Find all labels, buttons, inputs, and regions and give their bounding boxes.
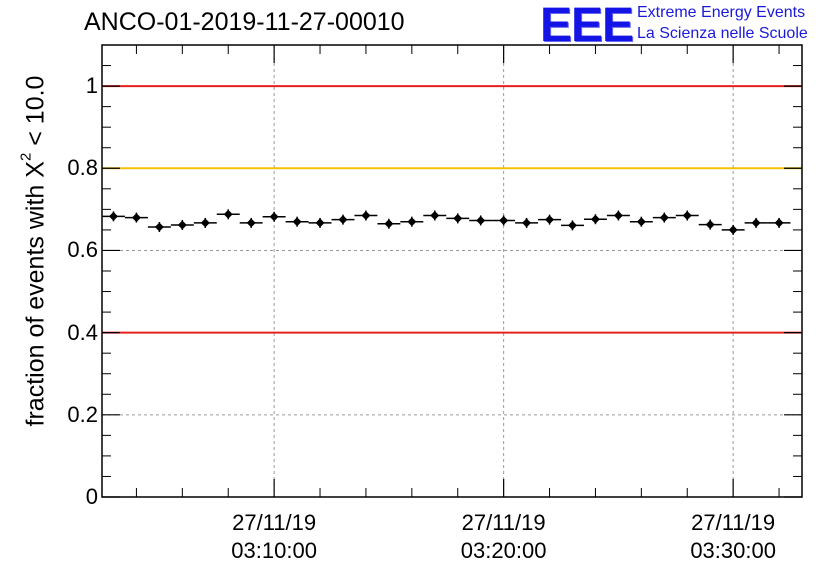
- plot-frame: [101, 44, 803, 498]
- data-point: [223, 209, 233, 219]
- data-point: [499, 215, 509, 225]
- y-tick-label: 0.2: [67, 401, 98, 427]
- y-tick-label: 0.8: [67, 155, 98, 181]
- x-tick-date: 27/11/19: [232, 510, 317, 535]
- data-point: [682, 211, 692, 221]
- data-point: [613, 211, 623, 221]
- data-point: [728, 225, 738, 235]
- data-point: [659, 213, 669, 223]
- data-point: [774, 218, 784, 228]
- data-point: [522, 218, 532, 228]
- data-point: [292, 217, 302, 227]
- y-tick-label: 0.4: [67, 319, 98, 345]
- data-point: [361, 211, 371, 221]
- x-tick-label: 27/11/19 03:30:00: [663, 509, 803, 565]
- data-series: [102, 209, 791, 235]
- data-point: [246, 218, 256, 228]
- logo-line-2: La Scienza nelle Scuole: [637, 25, 808, 42]
- data-point: [131, 213, 141, 223]
- y-axis-label-superscript: 2: [17, 152, 35, 162]
- x-tick-time: 03:10:00: [231, 538, 317, 563]
- x-tick-time: 03:30:00: [690, 538, 776, 563]
- data-point: [705, 220, 715, 230]
- data-point: [430, 211, 440, 221]
- y-tick-label: 1: [85, 73, 98, 99]
- x-tick-time: 03:20:00: [460, 538, 547, 563]
- axis-ticks: [102, 45, 802, 498]
- y-axis-label-text: fraction of events with: [21, 184, 50, 427]
- data-point: [338, 215, 348, 225]
- x-tick-date: 27/11/19: [691, 510, 776, 535]
- data-point: [154, 222, 164, 232]
- data-point: [108, 211, 118, 221]
- data-point: [269, 212, 279, 222]
- data-point: [751, 218, 761, 228]
- logo-line-1: Extreme Energy Events: [637, 4, 806, 21]
- data-point: [407, 217, 417, 227]
- y-tick-label: 0: [85, 484, 98, 509]
- data-point: [315, 218, 325, 228]
- x-tick-label: 27/11/19 03:10:00: [204, 509, 344, 565]
- data-point: [636, 217, 646, 227]
- data-point: [476, 215, 486, 225]
- eee-logo: EEE: [540, 0, 634, 52]
- y-tick-label: 0.6: [67, 237, 98, 263]
- data-point: [200, 218, 210, 228]
- x-tick-date: 27/11/19: [461, 510, 546, 535]
- data-point: [177, 220, 187, 230]
- x-tick-label: 27/11/19 03:20:00: [434, 509, 574, 565]
- grid-lines: [102, 45, 802, 497]
- data-point: [384, 219, 394, 229]
- data-point: [567, 220, 577, 230]
- data-point: [453, 213, 463, 223]
- reference-lines: [102, 85, 802, 334]
- chart-title: ANCO-01-2019-11-27-00010: [84, 8, 405, 36]
- data-point: [545, 215, 555, 225]
- data-point: [590, 214, 600, 224]
